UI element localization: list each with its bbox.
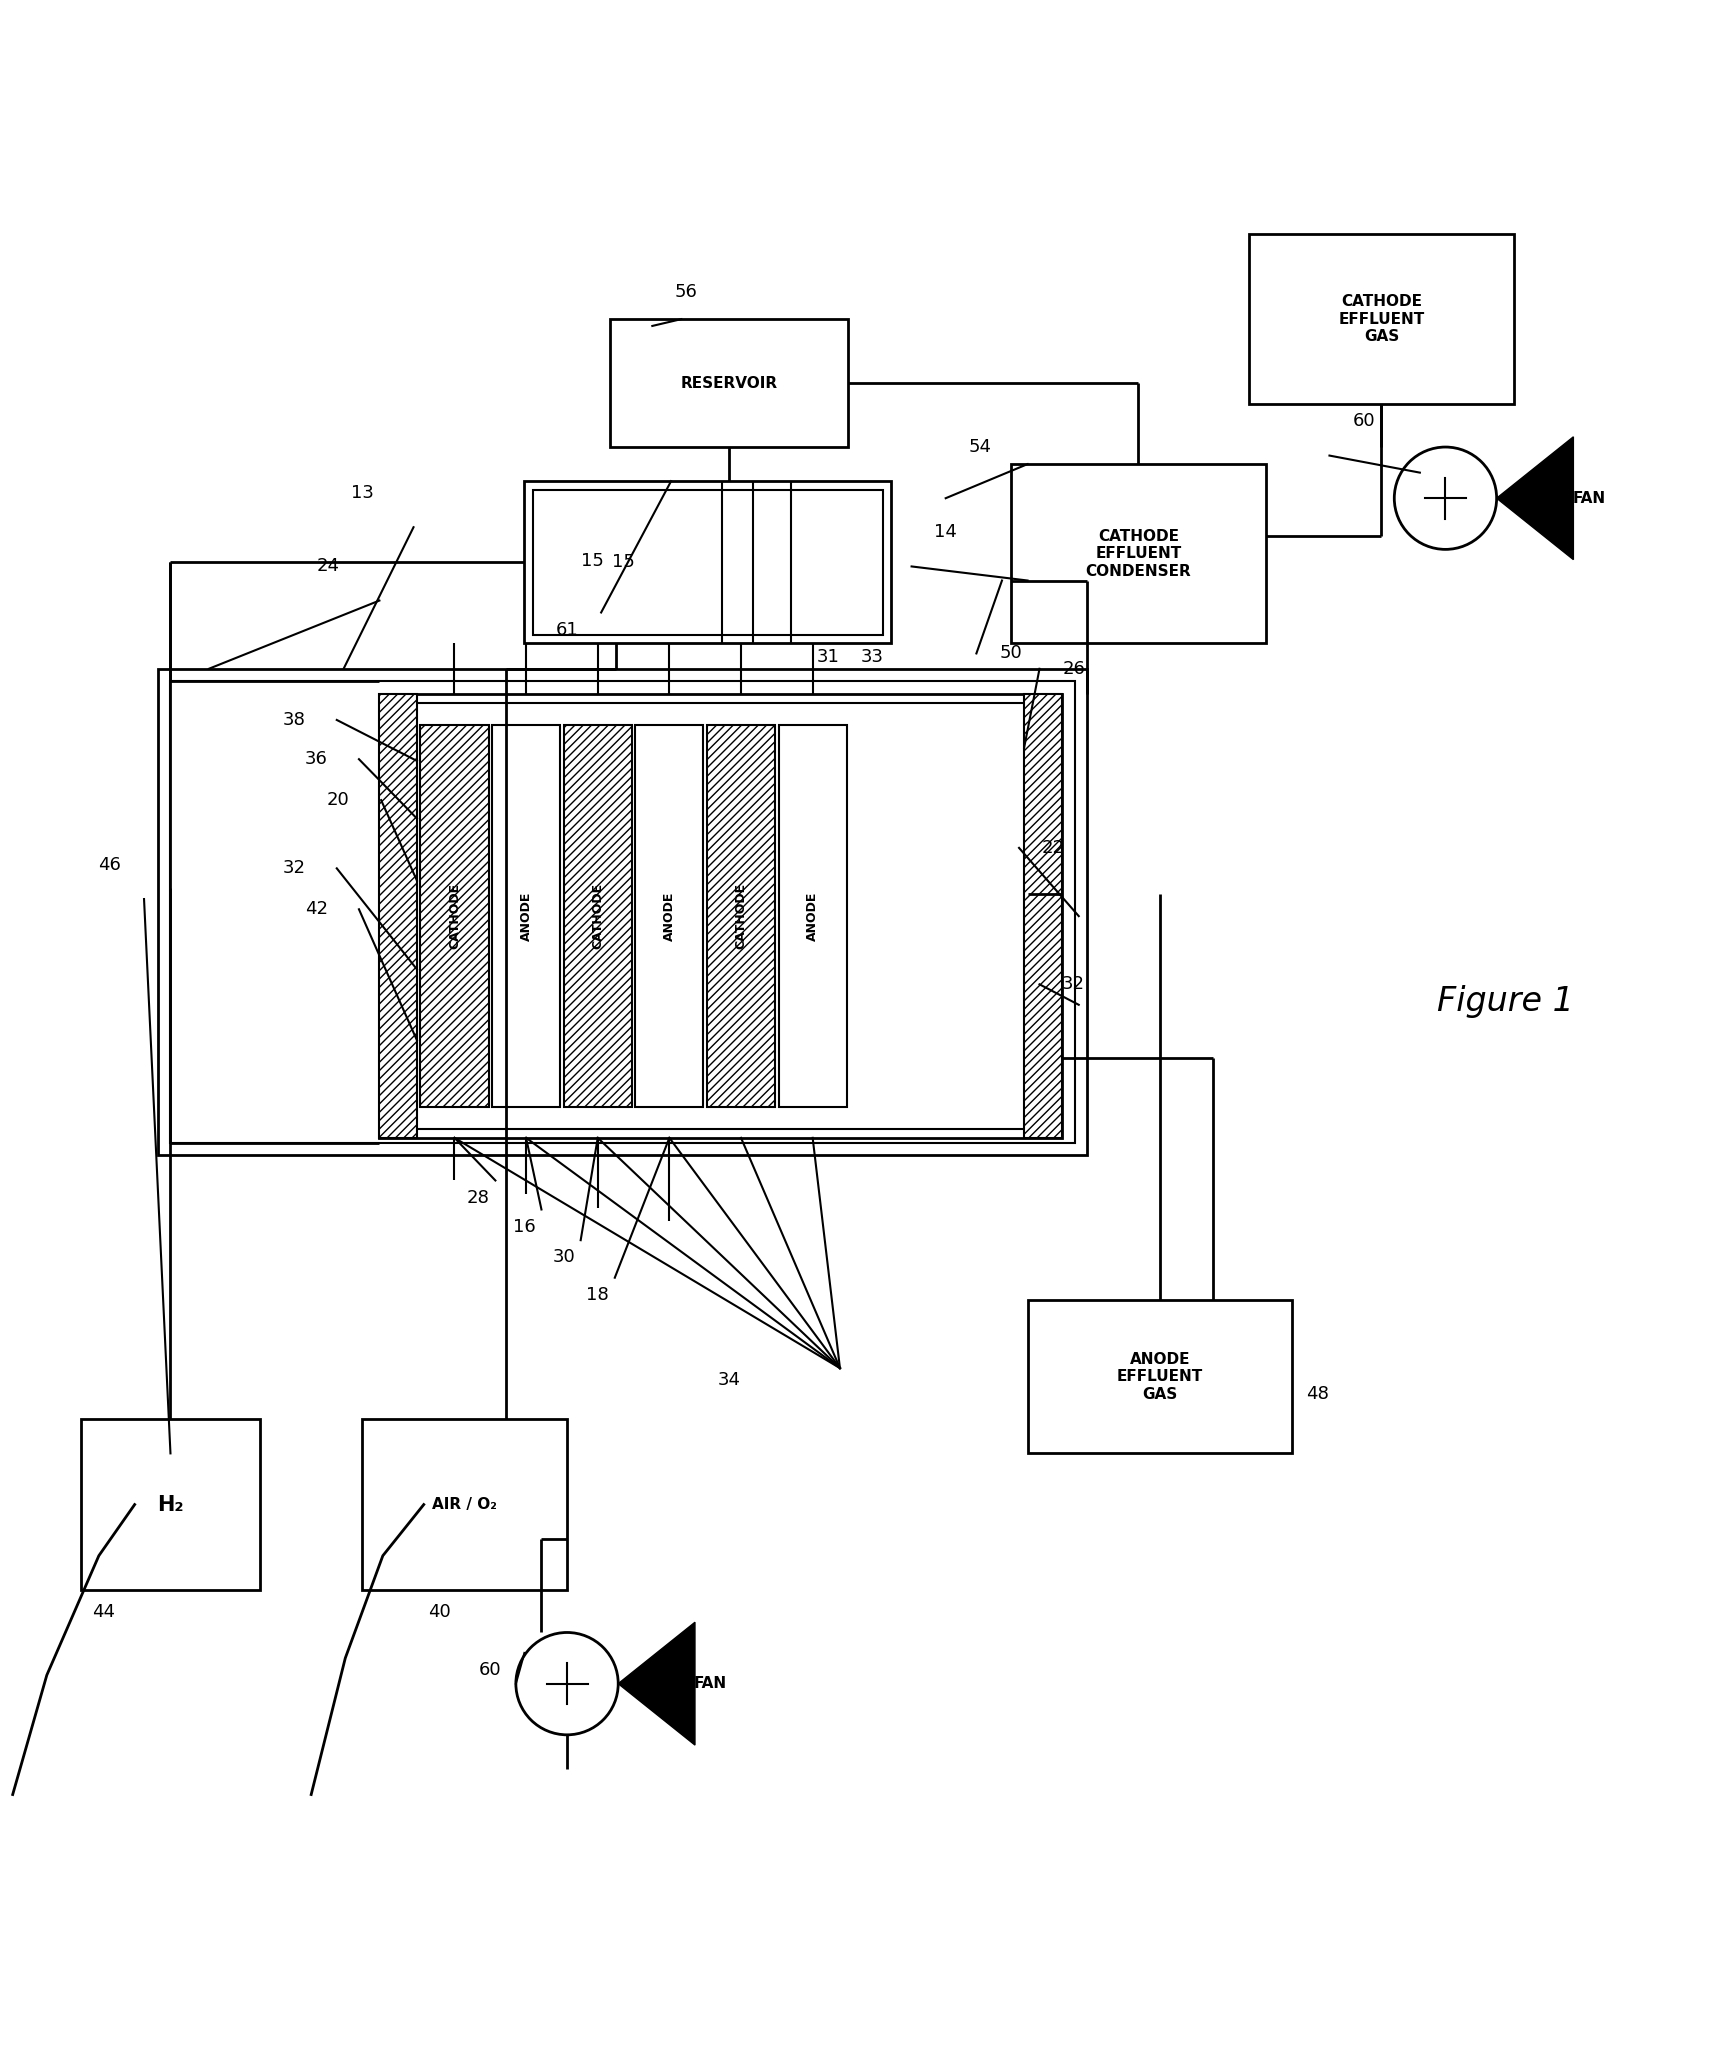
Bar — [1250, 234, 1513, 404]
Text: ANODE: ANODE — [519, 891, 533, 940]
Bar — [362, 1419, 567, 1591]
Text: 20: 20 — [327, 791, 350, 810]
Text: CATHODE: CATHODE — [735, 882, 747, 949]
Text: 33: 33 — [860, 648, 884, 667]
Bar — [636, 725, 703, 1108]
Text: 56: 56 — [675, 284, 698, 300]
Bar — [524, 480, 891, 644]
Text: 44: 44 — [91, 1603, 115, 1622]
Bar — [170, 681, 1075, 1143]
Bar — [533, 489, 883, 634]
Bar — [492, 725, 560, 1108]
Bar — [1028, 1301, 1292, 1454]
Text: 61: 61 — [555, 621, 578, 638]
Text: 42: 42 — [305, 901, 327, 917]
Text: 16: 16 — [512, 1218, 536, 1236]
Text: 60: 60 — [1352, 412, 1375, 431]
Text: 50: 50 — [999, 644, 1022, 663]
Text: FAN: FAN — [1572, 491, 1606, 505]
Text: 48: 48 — [1306, 1385, 1328, 1402]
Text: 46: 46 — [98, 855, 122, 874]
Bar — [387, 702, 1052, 1129]
Bar — [778, 725, 847, 1108]
Text: 32: 32 — [283, 859, 305, 878]
Text: 18: 18 — [586, 1286, 608, 1305]
Text: CATHODE: CATHODE — [447, 882, 461, 949]
Text: 13: 13 — [351, 485, 374, 501]
Text: RESERVOIR: RESERVOIR — [680, 375, 778, 391]
Bar — [158, 669, 1087, 1156]
Text: 60: 60 — [478, 1661, 502, 1680]
Text: CATHODE
EFFLUENT
CONDENSER: CATHODE EFFLUENT CONDENSER — [1085, 528, 1191, 578]
Text: 30: 30 — [552, 1249, 574, 1265]
Bar — [1011, 464, 1267, 644]
Text: 31: 31 — [816, 648, 840, 667]
Text: 15: 15 — [612, 553, 634, 572]
Polygon shape — [619, 1622, 694, 1746]
Text: 22: 22 — [1042, 839, 1064, 857]
Bar — [379, 694, 1061, 1137]
Text: 24: 24 — [317, 557, 339, 576]
Bar — [420, 725, 488, 1108]
Bar — [564, 725, 632, 1108]
Text: 38: 38 — [283, 710, 305, 729]
Text: ANODE: ANODE — [806, 891, 819, 940]
Text: 15: 15 — [581, 553, 603, 570]
Text: ANODE: ANODE — [663, 891, 675, 940]
Text: 36: 36 — [305, 750, 327, 768]
Text: Figure 1: Figure 1 — [1436, 986, 1573, 1017]
Text: ANODE
EFFLUENT
GAS: ANODE EFFLUENT GAS — [1116, 1352, 1203, 1402]
Polygon shape — [1496, 437, 1573, 559]
Text: FAN: FAN — [694, 1675, 727, 1692]
Text: 28: 28 — [466, 1189, 490, 1207]
Text: AIR / O₂: AIR / O₂ — [432, 1497, 497, 1512]
Bar — [610, 319, 848, 447]
Bar — [1025, 694, 1061, 1137]
Text: CATHODE
EFFLUENT
GAS: CATHODE EFFLUENT GAS — [1339, 294, 1424, 344]
Text: 26: 26 — [1063, 661, 1085, 677]
Text: 34: 34 — [718, 1371, 740, 1390]
Text: 40: 40 — [428, 1603, 451, 1622]
Text: CATHODE: CATHODE — [591, 882, 605, 949]
Text: 14: 14 — [934, 524, 956, 541]
Text: 32: 32 — [1063, 975, 1085, 994]
Bar — [81, 1419, 261, 1591]
Bar — [706, 725, 775, 1108]
Text: H₂: H₂ — [158, 1495, 183, 1514]
Bar — [379, 694, 417, 1137]
Text: 54: 54 — [968, 439, 991, 456]
